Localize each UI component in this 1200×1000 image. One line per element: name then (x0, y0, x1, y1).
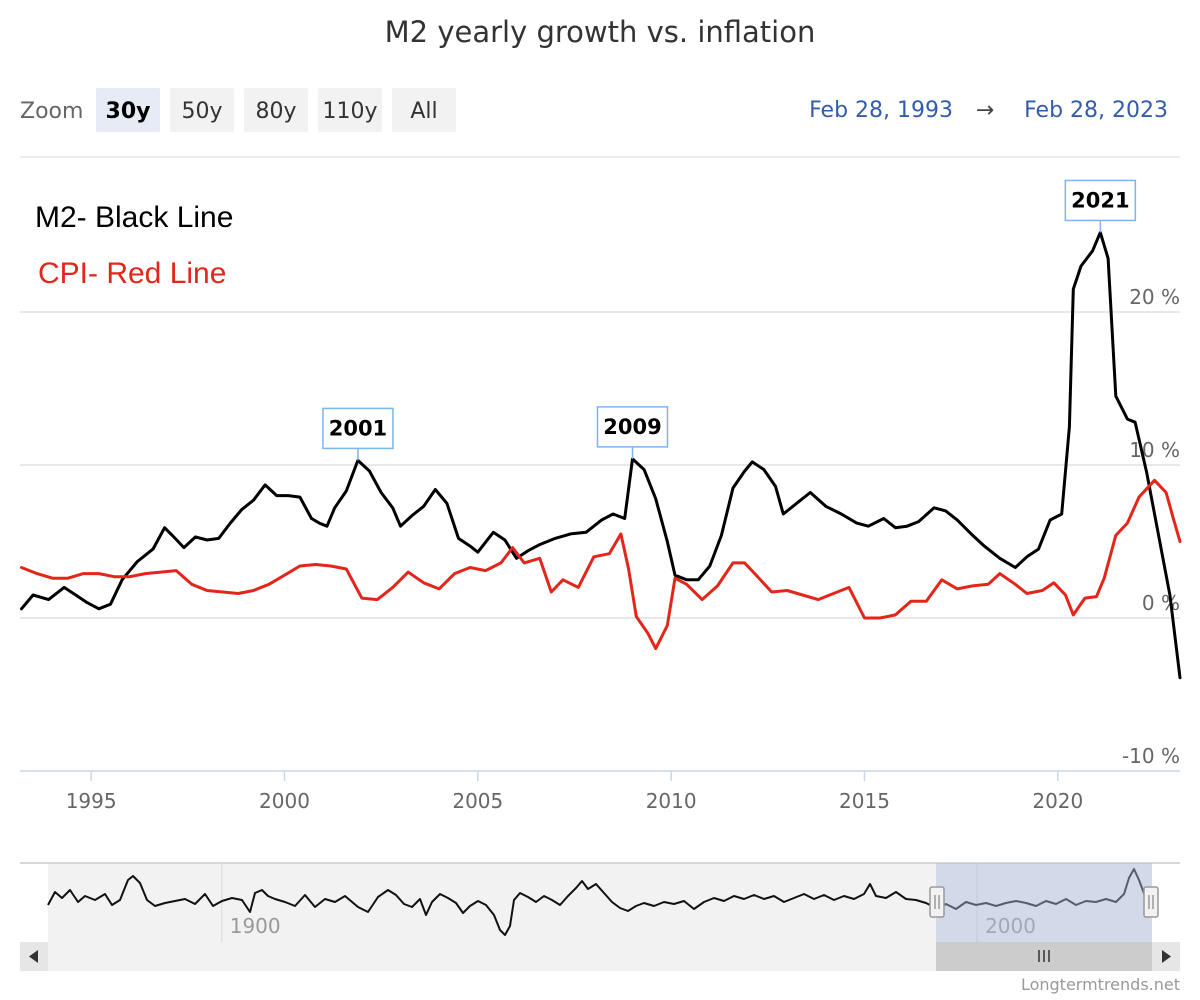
date-range: Feb 28, 1993 → Feb 28, 2023 (809, 98, 1168, 123)
annotation-label: 2009 (603, 415, 661, 439)
navigator-handle-right[interactable] (1143, 886, 1159, 918)
zoom-button-80y[interactable]: 80y (244, 88, 308, 132)
legend-m2: M2- Black Line (35, 201, 233, 234)
zoom-button-label: 30y (106, 99, 151, 124)
navigator-selection[interactable] (936, 863, 1152, 942)
x-tick-label: 1995 (66, 789, 117, 813)
navigator-tick-label: 2000 (985, 914, 1036, 938)
zoom-button-30y[interactable]: 30y (96, 88, 160, 132)
chart-title: M2 yearly growth vs. inflation (385, 15, 816, 49)
arrow-left-icon (29, 950, 38, 963)
scrollbar[interactable] (20, 942, 1180, 971)
date-to-input[interactable]: Feb 28, 2023 (1024, 98, 1168, 123)
navigator-tick-label: 1900 (230, 914, 281, 938)
x-tick-label: 2000 (259, 789, 310, 813)
annotation-flag[interactable]: 2021 (1064, 179, 1137, 233)
date-from-input[interactable]: Feb 28, 1993 (809, 98, 953, 123)
grip-icon (1038, 950, 1050, 962)
series-lines (20, 230, 1182, 680)
credit-link[interactable]: Longtermtrends.net (1021, 975, 1180, 994)
navigator-series-line (47, 868, 1153, 936)
annotation-flag[interactable]: 2001 (322, 407, 394, 461)
legend: M2- Black Line CPI- Red Line (35, 201, 233, 290)
x-tick-label: 2010 (646, 789, 697, 813)
annotation-flags: 2001 2009 2021 (322, 179, 1137, 461)
series-line-cpi (20, 478, 1182, 651)
navigator[interactable]: 1900 2000 (20, 862, 1180, 942)
navigator-handle-left[interactable] (929, 886, 945, 918)
y-tick-label: 10 % (1129, 438, 1180, 462)
grid-lines (20, 311, 1180, 619)
x-tick-label: 2020 (1032, 789, 1083, 813)
y-tick-label: 0 % (1142, 591, 1180, 615)
zoom-button-label: 50y (181, 99, 222, 124)
x-tick-label: 2015 (839, 789, 890, 813)
zoom-label: Zoom (20, 99, 83, 124)
legend-cpi: CPI- Red Line (38, 257, 226, 290)
x-axis-ticks: 1995 2000 2005 2010 2015 2020 (66, 771, 1083, 813)
zoom-button-110y[interactable]: 110y (318, 88, 382, 132)
arrow-right-icon (1162, 950, 1171, 963)
range-selector: Zoom 30y 50y 80y 110y All (20, 88, 456, 132)
zoom-button-all[interactable]: All (392, 88, 456, 132)
zoom-button-50y[interactable]: 50y (170, 88, 234, 132)
y-tick-label: -10 % (1122, 744, 1180, 768)
annotation-flag[interactable]: 2009 (596, 406, 669, 459)
range-arrow-icon: → (976, 98, 994, 123)
zoom-button-label: 80y (255, 99, 296, 124)
annotation-label: 2001 (329, 416, 387, 440)
series-line-m2 (20, 230, 1182, 680)
zoom-button-label: All (410, 99, 437, 124)
y-axis-ticks: -10 % 0 % 10 % 20 % (1122, 285, 1180, 768)
x-tick-label: 2005 (452, 789, 503, 813)
y-tick-label: 20 % (1129, 285, 1180, 309)
zoom-button-label: 110y (322, 99, 377, 124)
annotation-label: 2021 (1071, 188, 1129, 212)
navigator-content: 1900 2000 (47, 863, 1153, 942)
